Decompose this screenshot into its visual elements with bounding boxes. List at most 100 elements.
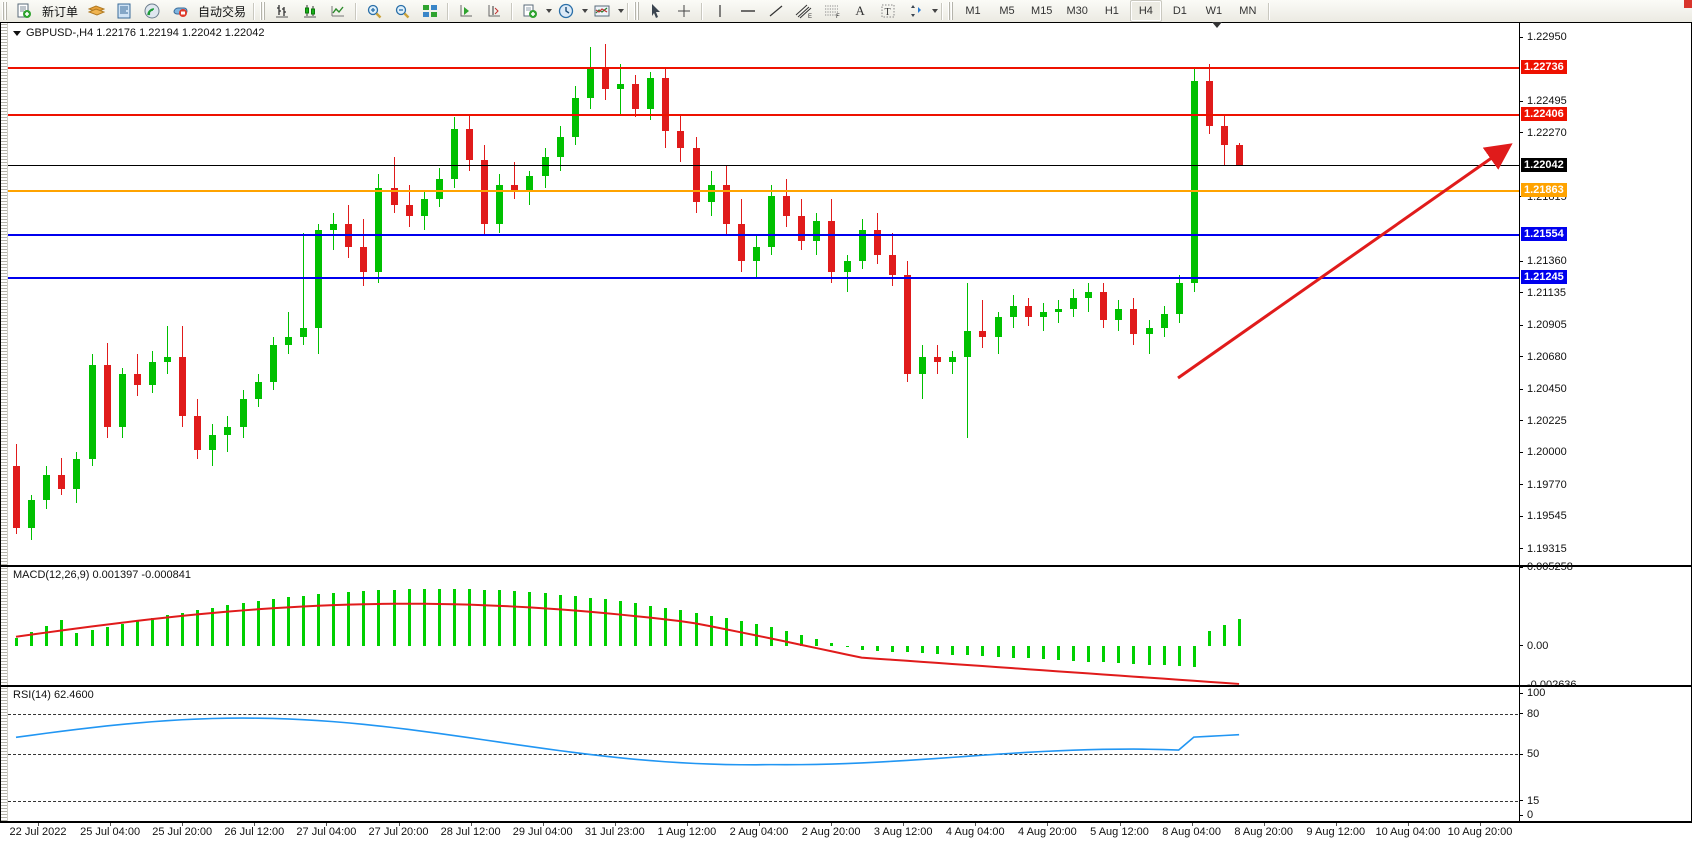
price-tag-resistance-2[interactable]: 1.22406 — [1521, 106, 1567, 121]
price-tag-resistance-1[interactable]: 1.22736 — [1521, 60, 1567, 75]
text-icon[interactable]: A — [855, 3, 865, 18]
price-tag-pivot[interactable]: 1.21863 — [1521, 183, 1567, 198]
price-tag-support-1[interactable]: 1.21554 — [1521, 226, 1567, 241]
period-icon[interactable] — [553, 0, 579, 22]
chevron-down-icon[interactable] — [13, 30, 21, 36]
signals-icon[interactable] — [139, 0, 165, 22]
indicators-dropdown-icon[interactable] — [546, 9, 553, 13]
timeframe-m30[interactable]: M30 — [1066, 5, 1088, 17]
macd-histogram-bar — [1207, 630, 1211, 646]
vline-icon[interactable] — [707, 0, 733, 22]
autotrading-label[interactable]: 自动交易 — [198, 4, 247, 19]
rsi-plot[interactable] — [8, 687, 1691, 821]
timeframe-mn[interactable]: MN — [1239, 5, 1257, 17]
hline-icon[interactable] — [735, 0, 761, 22]
close-icon[interactable] — [1684, 0, 1692, 8]
candle — [1085, 23, 1093, 565]
svg-text:F: F — [836, 14, 840, 19]
timeframe-h4[interactable]: H4 — [1129, 0, 1162, 22]
bar-chart-icon[interactable] — [269, 0, 295, 22]
scroll-caret-icon[interactable] — [1212, 22, 1222, 28]
candlestick-chart-icon[interactable] — [297, 0, 323, 22]
price-axis[interactable]: 1.229501.224951.222701.218151.213601.211… — [1519, 23, 1691, 565]
time-label: 29 Jul 04:00 — [512, 826, 573, 838]
autotrading-icon[interactable] — [167, 0, 193, 22]
candle — [949, 23, 957, 565]
candle — [28, 23, 36, 565]
macd-axis[interactable]: 0.005258 0.00 -0.002636 — [1519, 561, 1691, 691]
autoscroll-icon[interactable] — [481, 0, 507, 22]
candle — [179, 23, 187, 565]
rsi-axis[interactable]: 100 80 50 15 0 — [1519, 687, 1691, 821]
time-tick — [1480, 823, 1481, 826]
macd-histogram-bar — [770, 627, 773, 646]
tile-windows-icon[interactable] — [417, 0, 443, 22]
cursor-icon[interactable] — [643, 0, 669, 22]
candle — [88, 23, 96, 565]
period-dropdown-icon[interactable] — [582, 9, 589, 13]
zoom-out-icon[interactable] — [389, 0, 415, 22]
candle — [1190, 23, 1198, 565]
shapes-icon[interactable] — [903, 0, 929, 22]
zoom-in-icon[interactable] — [361, 0, 387, 22]
text-label-icon[interactable]: T — [875, 0, 901, 22]
candle — [1145, 23, 1153, 565]
fibonacci-icon[interactable]: F — [819, 0, 845, 22]
chart-area[interactable]: GBPUSD-,H4 1.22176 1.22194 1.22042 1.220… — [0, 22, 1692, 822]
navigator-icon[interactable] — [111, 0, 137, 22]
candle — [43, 23, 51, 565]
indicators-icon[interactable] — [517, 0, 543, 22]
timeframe-m15[interactable]: M15 — [1031, 5, 1053, 17]
time-axis[interactable]: 22 Jul 2022 25 Jul 04:00 25 Jul 20:00 26 Ju… — [0, 822, 1692, 844]
templates-dropdown-icon[interactable] — [618, 9, 625, 13]
rsi-tick: 15 — [1519, 795, 1539, 807]
price-pane-grip[interactable] — [1, 23, 8, 565]
timeframe-w1[interactable]: W1 — [1205, 5, 1223, 17]
price-pane[interactable]: GBPUSD-,H4 1.22176 1.22194 1.22042 1.220… — [0, 22, 1692, 566]
time-label: 31 Jul 23:00 — [584, 826, 645, 838]
time-label: 26 Jul 12:00 — [224, 826, 285, 838]
candle — [1100, 23, 1108, 565]
time-tick — [614, 823, 616, 826]
time-label: 25 Jul 20:00 — [152, 826, 213, 838]
equidistant-channel-icon[interactable]: E — [791, 0, 817, 22]
timeframe-m1[interactable]: M1 — [965, 5, 981, 17]
candle — [873, 23, 881, 565]
templates-icon[interactable] — [589, 0, 615, 22]
trendline-icon[interactable] — [763, 0, 789, 22]
macd-pane-grip[interactable] — [1, 567, 8, 685]
candle — [511, 23, 519, 565]
timeframe-m5[interactable]: M5 — [999, 5, 1015, 17]
chartbar-grip[interactable] — [260, 2, 266, 20]
macd-histogram-bar — [241, 603, 245, 646]
candle — [496, 23, 504, 565]
price-tag-support-2[interactable]: 1.21245 — [1521, 270, 1567, 285]
timeframe-d1[interactable]: D1 — [1172, 5, 1187, 17]
time-tick — [470, 823, 472, 826]
new-order-icon[interactable] — [11, 0, 37, 22]
rsi-pane-grip[interactable] — [1, 687, 8, 821]
linestudies-grip[interactable] — [634, 2, 640, 20]
shapes-dropdown-icon[interactable] — [932, 9, 939, 13]
terminal-icon[interactable] — [83, 0, 109, 22]
macd-plot[interactable] — [8, 567, 1691, 685]
line-chart-icon[interactable] — [325, 0, 351, 22]
macd-histogram-bar — [271, 599, 275, 646]
macd-histogram-bar — [468, 589, 471, 646]
macd-pane[interactable]: MACD(12,26,9) 0.001397 -0.000841 0.00525… — [0, 561, 1692, 691]
candle — [813, 23, 821, 565]
candle — [224, 23, 232, 565]
toolbar-grip[interactable] — [2, 2, 7, 20]
candle — [677, 23, 685, 565]
candle — [118, 23, 126, 565]
new-order-label[interactable]: 新订单 — [42, 4, 79, 19]
timeframe-grip[interactable] — [948, 2, 954, 20]
price-tag-current-price[interactable]: 1.22042 — [1521, 157, 1567, 172]
timeframe-h1[interactable]: H1 — [1104, 5, 1119, 17]
price-plot[interactable] — [8, 23, 1691, 565]
shift-end-icon[interactable] — [453, 0, 479, 22]
rsi-pane[interactable]: RSI(14) 62.4600 100 80 50 15 0 — [0, 686, 1692, 822]
crosshair-icon[interactable] — [671, 0, 697, 22]
candle — [752, 23, 760, 565]
rsi-tick: 100 — [1519, 687, 1545, 699]
